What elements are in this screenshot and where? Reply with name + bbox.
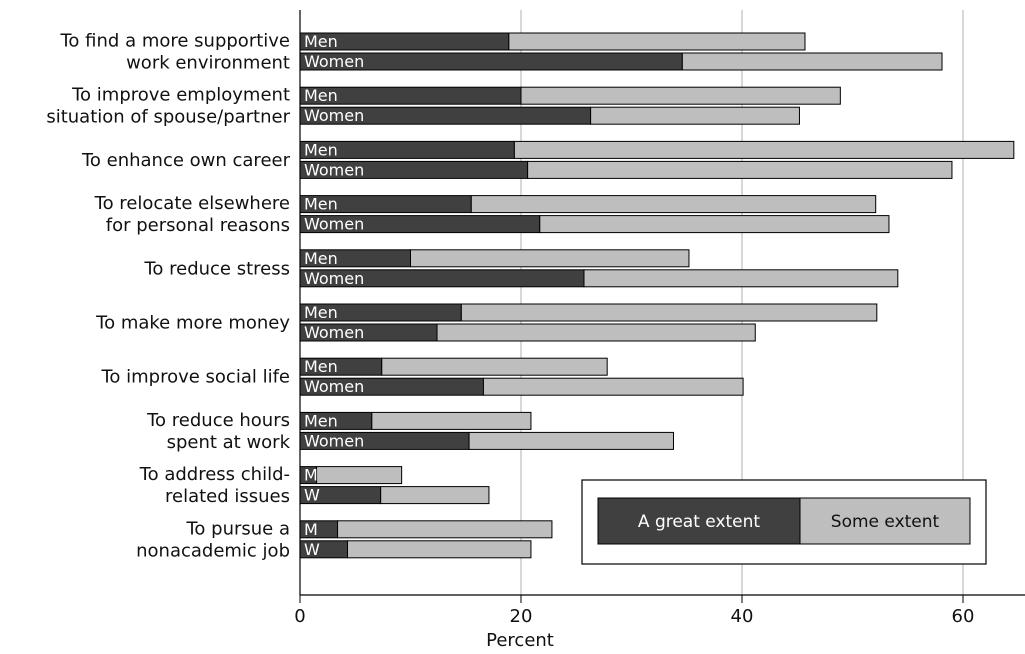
x-tick-label-60: 60	[952, 606, 975, 627]
category-label-line: To reduce stress	[143, 258, 290, 279]
bar-group-label: Women	[304, 52, 364, 71]
bar-group-8-women: W	[299, 486, 490, 505]
category-label-line: To reduce hours	[146, 410, 290, 431]
legend-label-great-extent: A great extent	[638, 512, 761, 532]
category-label-line: spent at work	[167, 432, 291, 453]
bar-group-4-men: Men	[299, 249, 690, 268]
bar-group-label: Women	[304, 431, 364, 450]
bar-some-extent	[436, 323, 756, 342]
category-label-line: To address child-	[139, 464, 290, 485]
bar-some-extent	[513, 140, 1015, 159]
axes	[299, 10, 1025, 596]
legend-swatch-great-extent	[597, 497, 801, 545]
bar-group-label: W	[304, 486, 320, 505]
x-tick-label-20: 20	[510, 606, 533, 627]
bar-group-2-women: Women	[299, 160, 953, 179]
bar-some-extent	[470, 195, 877, 214]
bar-some-extent	[316, 466, 403, 485]
category-label-line: for personal reasons	[106, 215, 290, 236]
bar-some-extent	[410, 249, 690, 268]
bar-group-0-women: Women	[299, 52, 943, 71]
legend-label-some-extent: Some extent	[831, 512, 940, 532]
category-label-line: To pursue a	[185, 518, 290, 539]
category-label-line: situation of spouse/partner	[46, 107, 290, 128]
bar-group-6-men: Men	[299, 357, 608, 376]
bar-group-5-men: Men	[299, 303, 878, 322]
bar-some-extent	[583, 269, 899, 288]
bar-some-extent	[590, 106, 800, 125]
bar-some-extent	[482, 377, 744, 396]
bar-group-4-women: Women	[299, 269, 899, 288]
bar-group-label: Women	[304, 215, 364, 234]
bars: MenWomenMenWomenMenWomenMenWomenMenWomen…	[299, 32, 1015, 559]
bar-some-extent	[527, 160, 953, 179]
bar-group-label: Men	[304, 357, 338, 376]
bar-group-label: Men	[304, 32, 338, 51]
bar-group-label: Men	[304, 140, 338, 159]
category-label-line: To relocate elsewhere	[94, 193, 290, 214]
bar-group-1-women: Women	[299, 106, 800, 125]
x-tick-label-40: 40	[731, 606, 754, 627]
bar-some-extent	[381, 357, 608, 376]
bar-group-label: Women	[304, 377, 364, 396]
bar-some-extent	[337, 520, 553, 539]
bar-group-label: Men	[304, 411, 338, 430]
bar-group-9-women: W	[299, 540, 532, 559]
category-label-line: To enhance own career	[81, 150, 291, 171]
bar-group-9-men: M	[299, 520, 553, 539]
bar-group-1-men: Men	[299, 86, 841, 105]
bar-group-6-women: Women	[299, 377, 744, 396]
bar-group-5-women: Women	[299, 323, 756, 342]
category-label-line: To improve employment	[71, 85, 290, 106]
x-axis-label: Percent	[486, 630, 554, 651]
bar-group-label: M	[304, 466, 318, 485]
legend: A great extent Some extent	[581, 479, 987, 565]
bar-group-2-men: Men	[299, 140, 1015, 159]
bar-some-extent	[539, 215, 890, 234]
bar-some-extent	[380, 486, 490, 505]
legend-swatch-some-extent	[799, 497, 971, 545]
bar-group-0-men: Men	[299, 32, 806, 51]
bar-group-3-men: Men	[299, 195, 877, 214]
category-label-line: work environment	[126, 53, 290, 74]
bar-some-extent	[681, 52, 943, 71]
bar-some-extent	[520, 86, 841, 105]
bar-group-label: M	[304, 520, 318, 539]
x-tick-labels: 0 20 40 60	[294, 595, 974, 627]
bar-some-extent	[371, 411, 532, 430]
bar-group-7-men: Men	[299, 411, 532, 430]
bar-group-3-women: Women	[299, 215, 890, 234]
bar-group-label: Men	[304, 86, 338, 105]
bar-group-label: Men	[304, 195, 338, 214]
category-label-line: related issues	[165, 486, 290, 507]
bar-group-label: Men	[304, 303, 338, 322]
bar-some-extent	[468, 431, 674, 450]
bar-group-label: Men	[304, 249, 338, 268]
bar-some-extent	[460, 303, 878, 322]
category-label-line: To find a more supportive	[60, 31, 291, 52]
bar-group-label: Women	[304, 269, 364, 288]
bar-group-7-women: Women	[299, 431, 674, 450]
category-label-line: To improve social life	[100, 367, 290, 388]
bar-some-extent	[508, 32, 806, 51]
category-label-line: nonacademic job	[136, 540, 290, 561]
bar-some-extent	[347, 540, 532, 559]
bar-group-label: Women	[304, 160, 364, 179]
bar-group-label: Women	[304, 323, 364, 342]
x-tick-label-0: 0	[294, 606, 305, 627]
bar-group-label: W	[304, 540, 320, 559]
category-label-line: To make more money	[95, 313, 290, 334]
bar-group-label: Women	[304, 106, 364, 125]
bar-group-8-men: M	[299, 466, 403, 485]
